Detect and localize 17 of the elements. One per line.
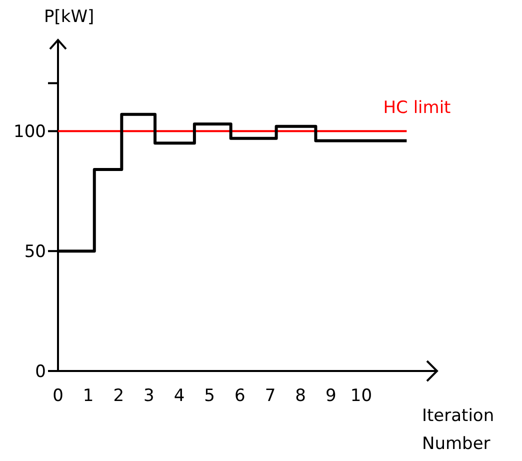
x-tick-label: 5: [204, 386, 216, 406]
x-axis-title: Iteration Number: [422, 406, 494, 454]
x-tick-label: 9: [325, 386, 336, 406]
ref-line-label: HC limit: [383, 98, 452, 118]
y-axis-title: P[kW]: [44, 7, 94, 27]
x-tick-label: 0: [52, 386, 64, 406]
x-tick-label: 10: [350, 386, 372, 406]
y-tick-label: 50: [24, 242, 46, 262]
y-tick-label: 100: [14, 122, 46, 142]
x-tick-label: 6: [234, 386, 246, 406]
y-tick-label: 0: [35, 362, 46, 382]
x-tick-label: 3: [144, 386, 154, 406]
x-tick-label: 8: [295, 386, 306, 406]
x-tick-label: 4: [174, 386, 185, 406]
x-tick-label: 2: [113, 386, 124, 406]
x-tick-label: 7: [264, 386, 276, 406]
x-tick-label: 1: [82, 386, 94, 406]
